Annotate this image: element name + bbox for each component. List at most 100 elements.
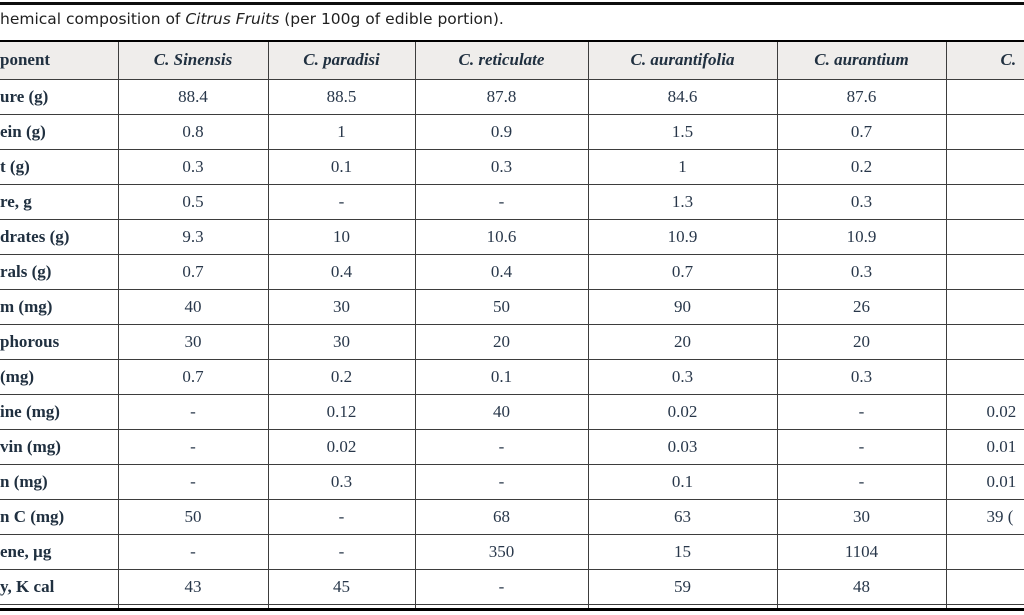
value-c-aurantium: - — [776, 428, 947, 465]
value-c-paradisi: 0.4 — [267, 253, 416, 290]
value-c-sinensis: 43 — [117, 568, 269, 605]
component-label: re, g — [0, 183, 119, 220]
value-c-paradisi: 0.12 — [267, 393, 416, 430]
header-cutoff-column: C. — [945, 40, 1024, 80]
value-cutoff-column — [945, 323, 1024, 360]
value-c-sinensis: 0.7 — [117, 253, 269, 290]
header-c-aurantifolia: C. aurantifolia — [587, 40, 778, 80]
value-c-reticulate: 20 — [414, 323, 589, 360]
value-c-reticulate: 87.8 — [414, 78, 589, 115]
table-row: drates (g) 9.3 10 10.6 10.9 10.9 — [0, 218, 1024, 255]
table-row: ein (g) 0.8 1 0.9 1.5 0.7 — [0, 113, 1024, 150]
value-c-sinensis: 40 — [117, 288, 269, 325]
header-c-paradisi: C. paradisi — [267, 40, 416, 80]
value-cutoff-column — [945, 568, 1024, 605]
value-c-sinensis: - — [117, 428, 269, 465]
value-c-aurantifolia: 0.7 — [587, 253, 778, 290]
value-c-reticulate: - — [414, 428, 589, 465]
value-c-reticulate: 0.9 — [414, 113, 589, 150]
table-row: rals (g) 0.7 0.4 0.4 0.7 0.3 — [0, 253, 1024, 290]
value-c-paradisi: - — [267, 533, 416, 570]
component-label: (mg) — [0, 358, 119, 395]
value-c-sinensis: - — [117, 463, 269, 500]
value-c-aurantium: 87.6 — [776, 78, 947, 115]
value-c-reticulate: 0.1 — [414, 358, 589, 395]
value-c-paradisi: 0.2 — [267, 358, 416, 395]
value-c-aurantium: 26 — [776, 288, 947, 325]
value-cutoff-column — [945, 113, 1024, 150]
value-c-reticulate: 0.3 — [414, 148, 589, 185]
value-c-paradisi: 0.1 — [267, 148, 416, 185]
value-c-aurantifolia: 0.02 — [587, 393, 778, 430]
table-row: phorous 30 30 20 20 20 — [0, 323, 1024, 360]
value-c-aurantifolia: 0.1 — [587, 463, 778, 500]
header-component: ponent — [0, 40, 119, 80]
value-c-paradisi: 30 — [267, 323, 416, 360]
value-c-aurantifolia: 15 — [587, 533, 778, 570]
component-label: m (mg) — [0, 288, 119, 325]
value-c-aurantium: 0.3 — [776, 358, 947, 395]
value-cutoff-column: 0.01 — [945, 428, 1024, 465]
header-row: ponent C. Sinensis C. paradisi C. reticu… — [0, 40, 1024, 80]
value-c-reticulate: - — [414, 568, 589, 605]
value-c-sinensis: - — [117, 393, 269, 430]
caption-species-italic: Citrus Fruits — [185, 10, 280, 28]
table-row: re, g 0.5 - - 1.3 0.3 — [0, 183, 1024, 220]
table-row: ene, µg - - 350 15 1104 — [0, 533, 1024, 570]
value-c-reticulate: - — [414, 183, 589, 220]
value-c-sinensis: 0.5 — [117, 183, 269, 220]
composition-table-wrapper: ponent C. Sinensis C. paradisi C. reticu… — [0, 40, 1024, 615]
header-c-reticulate: C. reticulate — [414, 40, 589, 80]
value-c-aurantium: - — [776, 463, 947, 500]
caption-suffix: (per 100g of edible portion). — [279, 10, 504, 28]
value-c-sinensis: 30 — [117, 323, 269, 360]
value-c-sinensis: 50 — [117, 498, 269, 535]
component-label: ein (g) — [0, 113, 119, 150]
value-c-paradisi: 30 — [267, 288, 416, 325]
value-c-aurantifolia: 1 — [587, 148, 778, 185]
value-c-reticulate: - — [414, 463, 589, 500]
table-row: ine (mg) - 0.12 40 0.02 - 0.02 — [0, 393, 1024, 430]
table-row: m (mg) 40 30 50 90 26 — [0, 288, 1024, 325]
composition-table: ponent C. Sinensis C. paradisi C. reticu… — [0, 40, 1024, 611]
value-cutoff-column — [945, 148, 1024, 185]
value-c-reticulate: 68 — [414, 498, 589, 535]
value-c-aurantifolia: 1.3 — [587, 183, 778, 220]
value-c-aurantifolia: 63 — [587, 498, 778, 535]
header-c-sinensis: C. Sinensis — [117, 40, 269, 80]
value-cutoff-column — [945, 253, 1024, 290]
value-c-aurantifolia: 20 — [587, 323, 778, 360]
value-c-aurantifolia: 0.03 — [587, 428, 778, 465]
value-cutoff-column — [945, 183, 1024, 220]
value-c-reticulate: 40 — [414, 393, 589, 430]
value-cutoff-column — [945, 358, 1024, 395]
value-c-aurantium: 0.2 — [776, 148, 947, 185]
value-c-aurantifolia: 1.5 — [587, 113, 778, 150]
value-cutoff-column — [945, 218, 1024, 255]
component-label: drates (g) — [0, 218, 119, 255]
value-c-paradisi: 45 — [267, 568, 416, 605]
table-row: y, K cal 43 45 - 59 48 — [0, 568, 1024, 605]
value-cutoff-column: 0.02 — [945, 393, 1024, 430]
value-c-paradisi: 88.5 — [267, 78, 416, 115]
value-c-aurantium: 10.9 — [776, 218, 947, 255]
top-horizontal-rule — [0, 2, 1024, 5]
table-row: ure (g) 88.4 88.5 87.8 84.6 87.6 — [0, 78, 1024, 115]
value-c-sinensis: - — [117, 533, 269, 570]
component-label: y, K cal — [0, 568, 119, 605]
value-cutoff-column — [945, 78, 1024, 115]
table-row: vin (mg) - 0.02 - 0.03 - 0.01 — [0, 428, 1024, 465]
table-row: t (g) 0.3 0.1 0.3 1 0.2 — [0, 148, 1024, 185]
component-label: n C (mg) — [0, 498, 119, 535]
table-row: n C (mg) 50 - 68 63 30 39 ( — [0, 498, 1024, 535]
value-c-aurantium: 0.3 — [776, 183, 947, 220]
value-c-paradisi: - — [267, 183, 416, 220]
component-label: t (g) — [0, 148, 119, 185]
value-cutoff-column: 0.01 — [945, 463, 1024, 500]
component-label: ine (mg) — [0, 393, 119, 430]
table-body: ure (g) 88.4 88.5 87.8 84.6 87.6 ein (g)… — [0, 78, 1024, 605]
value-c-aurantium: 48 — [776, 568, 947, 605]
value-c-sinensis: 0.7 — [117, 358, 269, 395]
table-row: (mg) 0.7 0.2 0.1 0.3 0.3 — [0, 358, 1024, 395]
component-label: n (mg) — [0, 463, 119, 500]
